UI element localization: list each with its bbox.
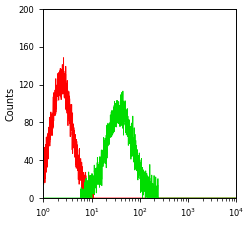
Y-axis label: Counts: Counts (6, 86, 16, 121)
